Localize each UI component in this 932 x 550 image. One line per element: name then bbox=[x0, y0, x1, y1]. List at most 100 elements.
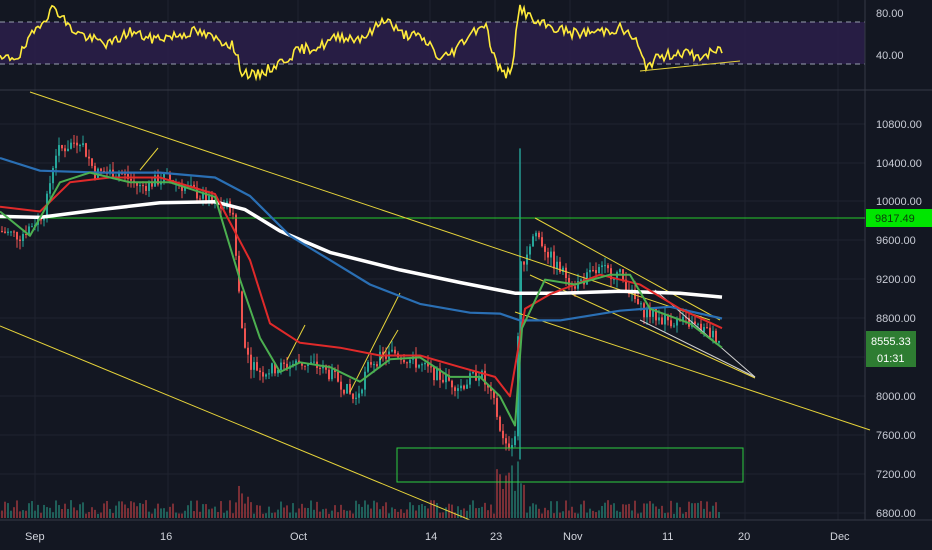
volume-bar bbox=[124, 504, 126, 518]
candle-body bbox=[259, 370, 261, 373]
volume-bar bbox=[187, 505, 189, 518]
volume-bar bbox=[718, 511, 720, 518]
candle-body bbox=[262, 372, 264, 377]
volume-bar bbox=[481, 506, 483, 518]
volume-bar bbox=[283, 507, 285, 518]
level-tag-text: 9817.49 bbox=[875, 213, 915, 225]
candle-body bbox=[76, 142, 78, 146]
lower-channel-line[interactable] bbox=[0, 325, 471, 521]
volume-bar bbox=[307, 507, 309, 518]
candle-body bbox=[28, 226, 30, 235]
price-tag-text: 8555.33 bbox=[871, 336, 911, 348]
candle-body bbox=[460, 385, 462, 389]
candle-body bbox=[577, 280, 579, 289]
candle-body bbox=[712, 330, 714, 338]
candle-body bbox=[658, 317, 660, 321]
candle-body bbox=[439, 368, 441, 380]
candle-body bbox=[445, 375, 447, 383]
volume-bar bbox=[70, 500, 72, 518]
date-label: 20 bbox=[738, 531, 750, 543]
candle-body bbox=[121, 173, 123, 175]
candle-body bbox=[313, 361, 315, 363]
volume-bar bbox=[646, 503, 648, 518]
candle-body bbox=[85, 143, 87, 157]
volume-bar bbox=[172, 503, 174, 518]
volume-bar bbox=[574, 512, 576, 518]
long-support-line[interactable] bbox=[514, 311, 871, 431]
local-trend-4[interactable] bbox=[139, 147, 159, 171]
candle-body bbox=[199, 198, 201, 200]
volume-bar bbox=[568, 510, 570, 518]
volume-bar bbox=[235, 502, 237, 518]
volume-bar bbox=[211, 508, 213, 518]
candle-body bbox=[541, 237, 543, 247]
candle-body bbox=[580, 279, 582, 281]
candle-body bbox=[607, 265, 609, 269]
candle-body bbox=[202, 192, 204, 199]
volume-bar bbox=[598, 510, 600, 518]
upper-channel-line[interactable] bbox=[29, 91, 711, 321]
candle-body bbox=[604, 265, 606, 267]
candle-body bbox=[148, 181, 150, 191]
local-trend-1[interactable] bbox=[349, 292, 401, 393]
falling-wedge-lower[interactable] bbox=[639, 319, 756, 378]
volume-bar bbox=[601, 505, 603, 518]
candle-body bbox=[352, 393, 354, 399]
candle-body bbox=[634, 289, 636, 300]
demand-zone-box[interactable] bbox=[396, 447, 744, 483]
candle-body bbox=[700, 323, 702, 333]
volume-bar bbox=[121, 501, 123, 518]
volume-bar bbox=[109, 508, 111, 518]
candle-body bbox=[418, 364, 420, 368]
volume-bar bbox=[508, 472, 510, 518]
candle-body bbox=[427, 363, 429, 367]
trendlines[interactable] bbox=[0, 91, 871, 521]
candle-body bbox=[361, 389, 363, 394]
volume-bar bbox=[466, 510, 468, 518]
candle-body bbox=[574, 286, 576, 289]
candle-body bbox=[271, 363, 273, 374]
volume-bar bbox=[385, 502, 387, 518]
candle-body bbox=[109, 169, 111, 174]
volume-bar bbox=[367, 504, 369, 518]
volume-bar bbox=[703, 508, 705, 518]
volume-bar bbox=[607, 500, 609, 518]
candle-body bbox=[505, 438, 507, 444]
volume-bar bbox=[166, 511, 168, 518]
price-tick: 8000.00 bbox=[876, 391, 916, 403]
volume-bar bbox=[28, 503, 30, 518]
volume-bar bbox=[664, 513, 666, 518]
volume-bar bbox=[223, 512, 225, 518]
price-tick: 7600.00 bbox=[876, 430, 916, 442]
candle-body bbox=[385, 354, 387, 359]
volume-bar bbox=[688, 501, 690, 518]
candle-body bbox=[355, 397, 357, 399]
local-trend-3[interactable] bbox=[286, 324, 306, 361]
candle-body bbox=[448, 375, 450, 381]
candle-body bbox=[367, 362, 369, 372]
rsi-pane[interactable]: 80.00 40.00 bbox=[0, 4, 904, 82]
volume-bar bbox=[61, 508, 63, 518]
candle-body bbox=[1, 230, 3, 232]
volume-bar bbox=[520, 483, 522, 518]
volume-bar bbox=[538, 508, 540, 518]
date-label: Dec bbox=[830, 531, 850, 543]
volume-bar bbox=[553, 513, 555, 518]
wedge-top-line[interactable] bbox=[534, 217, 721, 321]
candle-body bbox=[346, 384, 348, 394]
volume-bar bbox=[346, 510, 348, 518]
volume-bar bbox=[352, 513, 354, 518]
volume-bar bbox=[175, 512, 177, 518]
rsi-tick-40: 40.00 bbox=[876, 50, 904, 62]
countdown-text: 01:31 bbox=[877, 353, 905, 365]
price-tick: 10400.00 bbox=[876, 158, 922, 170]
candle-body bbox=[463, 385, 465, 389]
volume-bar bbox=[604, 502, 606, 518]
candle-body bbox=[490, 387, 492, 392]
volume-bar bbox=[4, 501, 6, 518]
volume-bar bbox=[583, 500, 585, 518]
volume-bar bbox=[667, 512, 669, 518]
candle-body bbox=[544, 246, 546, 252]
volume-bar bbox=[43, 504, 45, 518]
